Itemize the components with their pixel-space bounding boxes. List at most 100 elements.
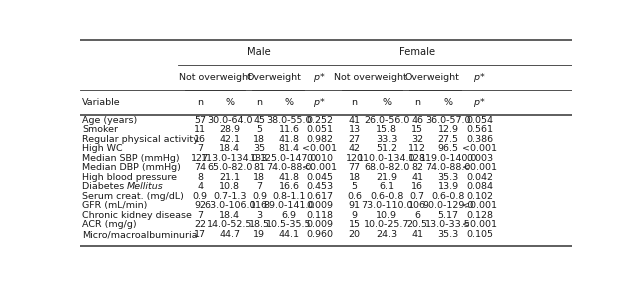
Text: 16: 16: [411, 182, 423, 191]
Text: 68.0-82.0: 68.0-82.0: [364, 163, 409, 172]
Text: 8: 8: [197, 173, 204, 182]
Text: 7: 7: [197, 211, 204, 220]
Text: %: %: [382, 98, 391, 107]
Text: 17: 17: [194, 230, 206, 239]
Text: 0.960: 0.960: [306, 230, 333, 239]
Text: 92: 92: [194, 201, 206, 210]
Text: 11: 11: [194, 125, 206, 134]
Text: 0.6-0.8: 0.6-0.8: [431, 192, 465, 201]
Text: %: %: [225, 98, 234, 107]
Text: 5: 5: [352, 182, 357, 191]
Text: 5.17: 5.17: [438, 211, 459, 220]
Text: 113.0-134.0: 113.0-134.0: [201, 154, 259, 163]
Text: 18: 18: [253, 173, 265, 182]
Text: 120: 120: [345, 154, 364, 163]
Text: 27.5: 27.5: [438, 135, 459, 144]
Text: 38.0-55.0: 38.0-55.0: [266, 116, 312, 125]
Text: 41.8: 41.8: [279, 173, 300, 182]
Text: Not overweight: Not overweight: [334, 73, 406, 82]
Text: 24.3: 24.3: [376, 230, 397, 239]
Text: 13: 13: [349, 125, 361, 134]
Text: 41: 41: [349, 116, 361, 125]
Text: 82: 82: [411, 163, 423, 172]
Text: <0.001: <0.001: [462, 163, 497, 172]
Text: 19: 19: [253, 230, 265, 239]
Text: 7: 7: [197, 144, 204, 153]
Text: Chronic kidney disease: Chronic kidney disease: [82, 211, 192, 220]
Text: 44.7: 44.7: [219, 230, 240, 239]
Text: 0.982: 0.982: [306, 135, 333, 144]
Text: 110.0-134.0: 110.0-134.0: [358, 154, 415, 163]
Text: 11.6: 11.6: [279, 125, 300, 134]
Text: 0.9: 0.9: [193, 192, 208, 201]
Text: 77: 77: [349, 163, 361, 172]
Text: 13.9: 13.9: [438, 182, 459, 191]
Text: 116: 116: [251, 201, 268, 210]
Text: 0.045: 0.045: [306, 173, 333, 182]
Text: 0.252: 0.252: [306, 116, 333, 125]
Text: 0.102: 0.102: [466, 192, 494, 201]
Text: 0.010: 0.010: [306, 154, 333, 163]
Text: 0.6-0.8: 0.6-0.8: [370, 192, 403, 201]
Text: Variable: Variable: [82, 98, 121, 107]
Text: 6: 6: [414, 211, 420, 220]
Text: 127: 127: [191, 154, 209, 163]
Text: 0.003: 0.003: [466, 154, 494, 163]
Text: 13.0-33.5: 13.0-33.5: [425, 221, 471, 230]
Text: 65.0-82.0: 65.0-82.0: [207, 163, 252, 172]
Text: 74: 74: [194, 163, 206, 172]
Text: 18.5: 18.5: [249, 221, 270, 230]
Text: 41: 41: [411, 230, 423, 239]
Text: %: %: [284, 98, 293, 107]
Text: $p$*: $p$*: [314, 96, 326, 109]
Text: $p$*: $p$*: [314, 71, 326, 84]
Text: <0.001: <0.001: [462, 201, 497, 210]
Text: 96.5: 96.5: [438, 144, 459, 153]
Text: 81: 81: [253, 163, 265, 172]
Text: 15: 15: [411, 125, 423, 134]
Text: 0.7: 0.7: [410, 192, 425, 201]
Text: 74.0-88.0: 74.0-88.0: [266, 163, 312, 172]
Text: 16.6: 16.6: [279, 182, 300, 191]
Text: 16: 16: [194, 135, 206, 144]
Text: 18: 18: [253, 135, 265, 144]
Text: 112: 112: [408, 144, 426, 153]
Text: 9: 9: [352, 211, 357, 220]
Text: 36.0-57.0: 36.0-57.0: [425, 116, 471, 125]
Text: $p$*: $p$*: [473, 71, 486, 84]
Text: 18: 18: [349, 173, 361, 182]
Text: 15: 15: [349, 221, 361, 230]
Text: 41.8: 41.8: [279, 135, 300, 144]
Text: 128: 128: [408, 154, 426, 163]
Text: <0.001: <0.001: [302, 144, 337, 153]
Text: GFR (mL/min): GFR (mL/min): [82, 201, 148, 210]
Text: 0.386: 0.386: [466, 135, 494, 144]
Text: <0.001: <0.001: [302, 163, 337, 172]
Text: 33.3: 33.3: [376, 135, 398, 144]
Text: 81.4: 81.4: [279, 144, 300, 153]
Text: 6.1: 6.1: [379, 182, 394, 191]
Text: Overweight: Overweight: [405, 73, 460, 82]
Text: 22: 22: [194, 221, 206, 230]
Text: 63.0-106.0: 63.0-106.0: [204, 201, 256, 210]
Text: 18.4: 18.4: [219, 211, 240, 220]
Text: 0.009: 0.009: [306, 201, 333, 210]
Text: 0.561: 0.561: [466, 125, 494, 134]
Text: 20.5: 20.5: [406, 221, 427, 230]
Text: 0.8-1.1: 0.8-1.1: [272, 192, 306, 201]
Text: 10.0-25.7: 10.0-25.7: [364, 221, 409, 230]
Text: 10.9: 10.9: [376, 211, 397, 220]
Text: 18.4: 18.4: [219, 144, 240, 153]
Text: <0.001: <0.001: [462, 144, 497, 153]
Text: 35.3: 35.3: [438, 173, 459, 182]
Text: 10.8: 10.8: [219, 182, 240, 191]
Text: 74.0-88.0: 74.0-88.0: [425, 163, 471, 172]
Text: Age (years): Age (years): [82, 116, 137, 125]
Text: 42: 42: [349, 144, 361, 153]
Text: 0.453: 0.453: [306, 182, 333, 191]
Text: Serum creat. (mg/dL): Serum creat. (mg/dL): [82, 192, 184, 201]
Text: 0.051: 0.051: [306, 125, 333, 134]
Text: 0.105: 0.105: [466, 230, 494, 239]
Text: Median SBP (mmHg): Median SBP (mmHg): [82, 154, 179, 163]
Text: 21.9: 21.9: [376, 173, 397, 182]
